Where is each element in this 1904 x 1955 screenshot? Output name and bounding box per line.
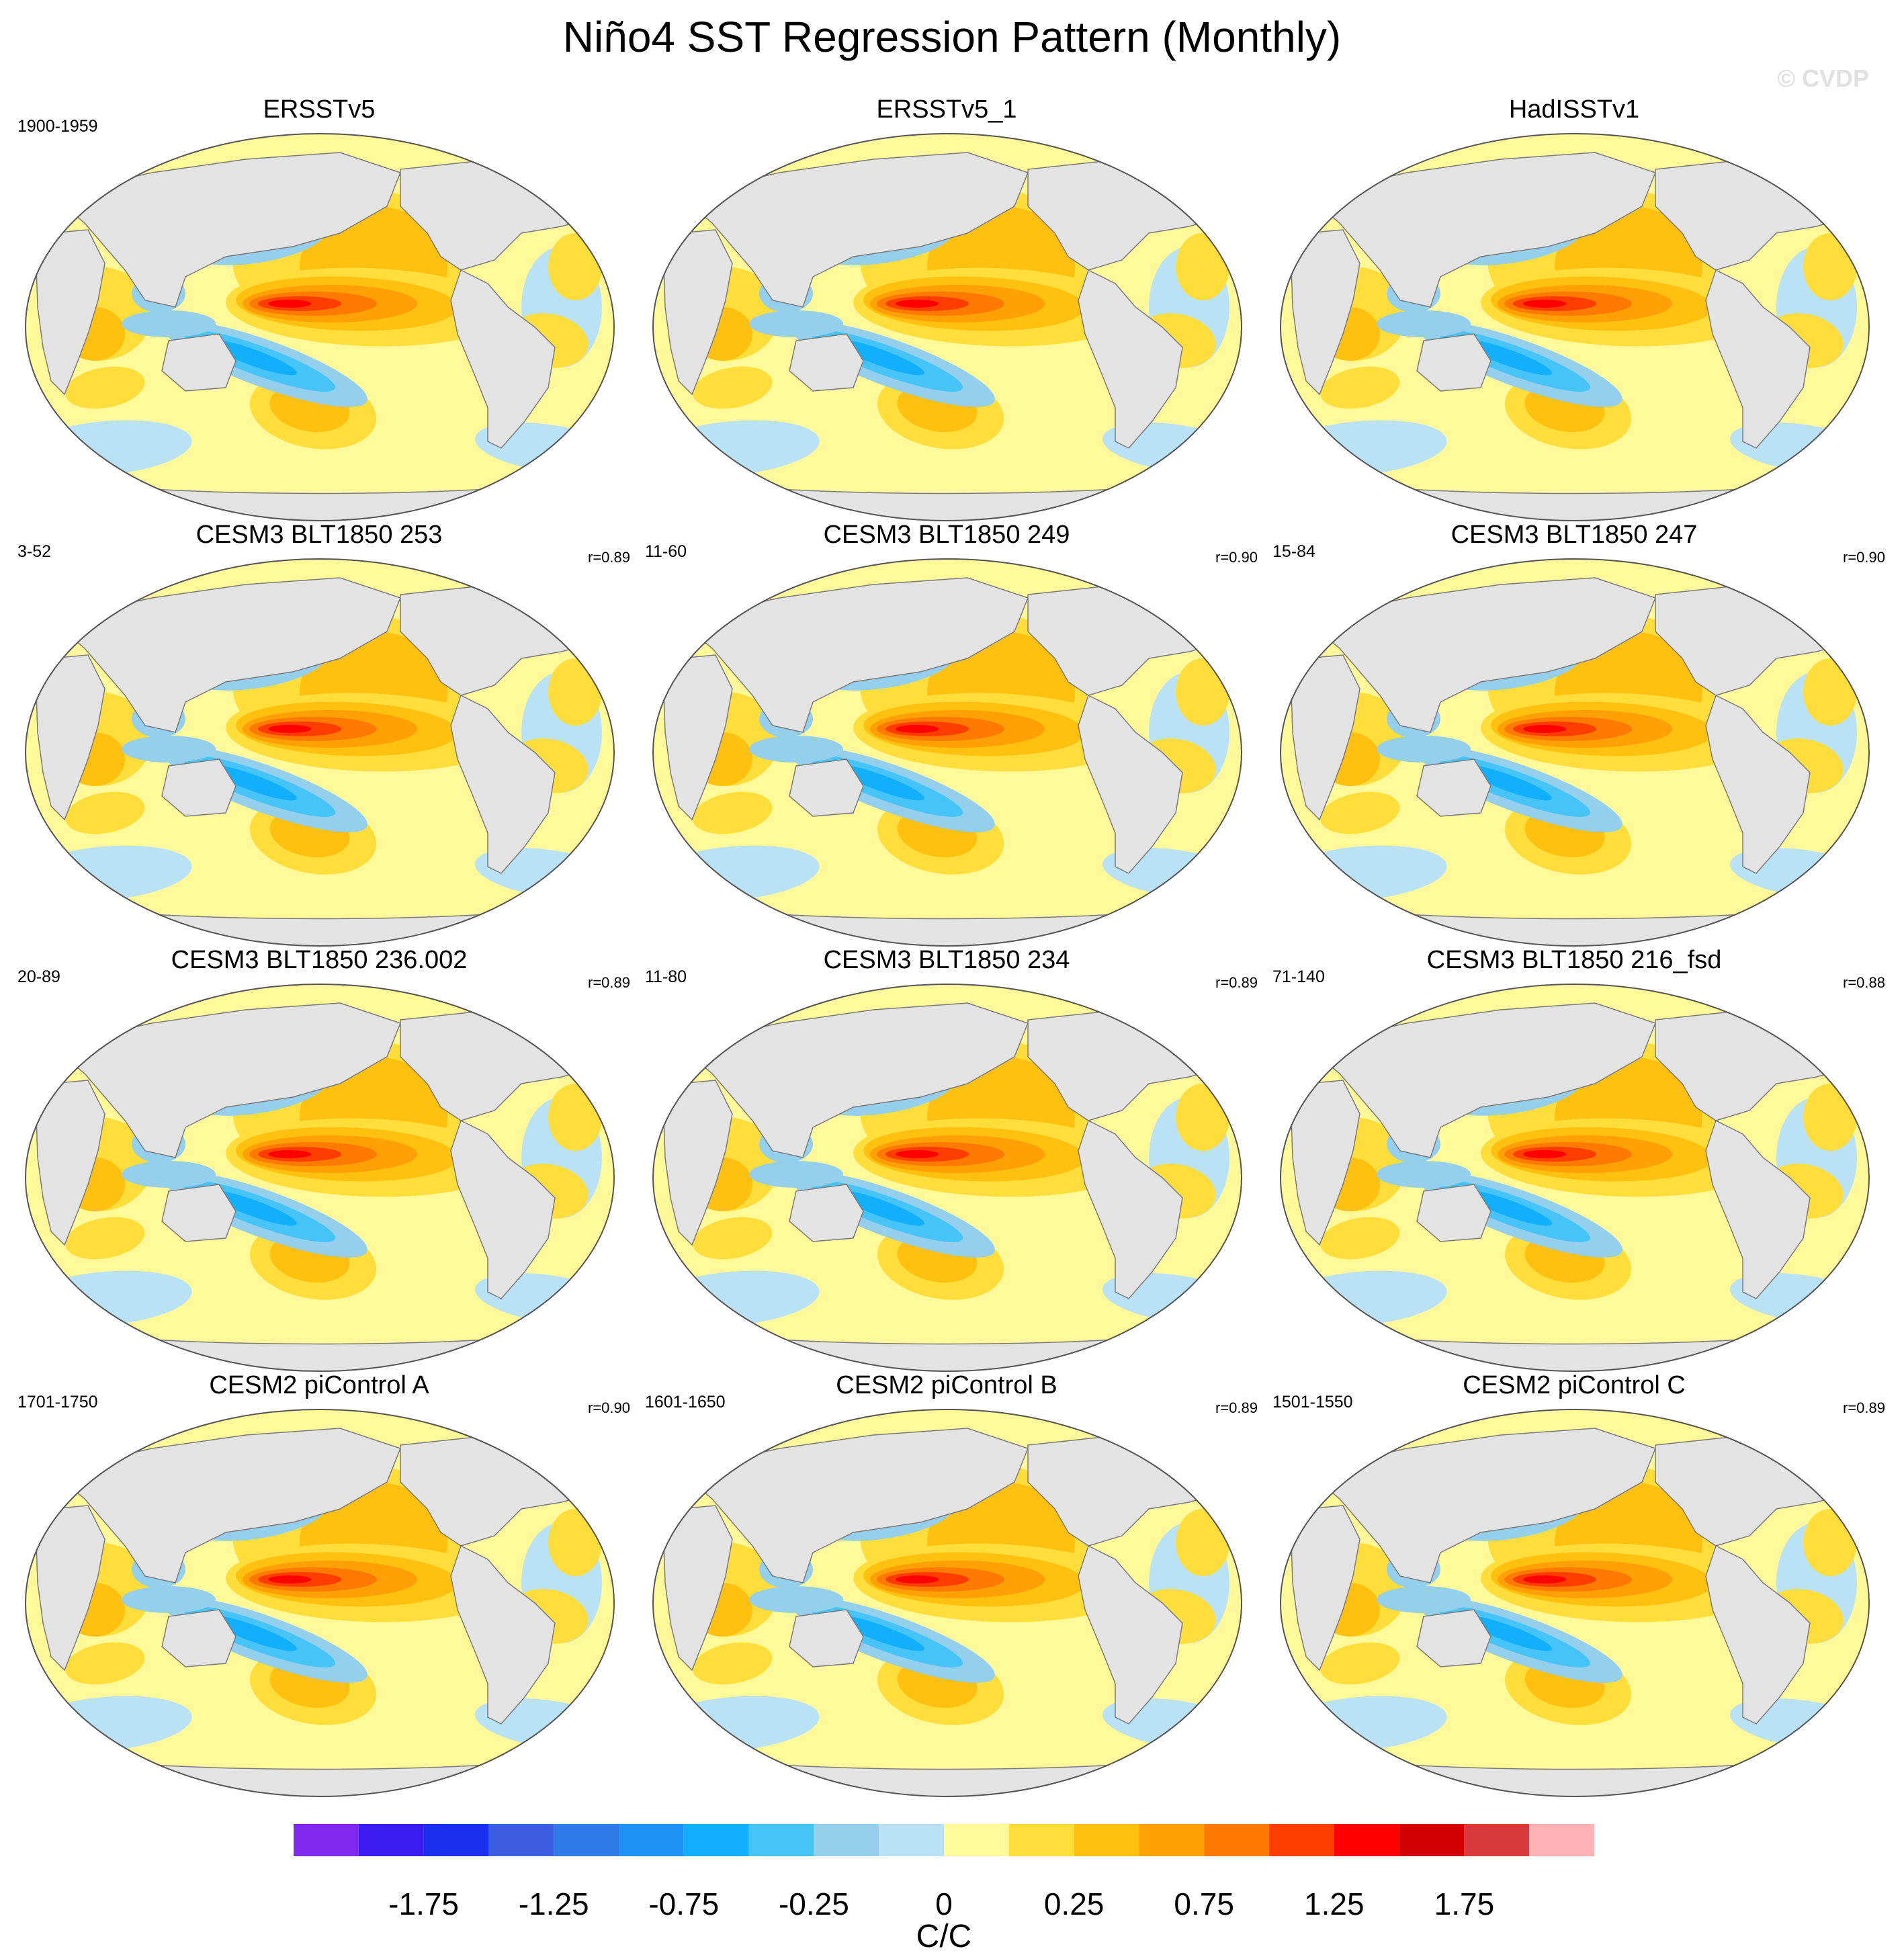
- panel-title: CESM3 BLT1850 216_fsd: [1426, 946, 1722, 974]
- colorbar-swatch: [1008, 1824, 1074, 1856]
- panel-title: CESM2 piControl A: [209, 1371, 429, 1399]
- regression-map: [1280, 1409, 1870, 1797]
- map-panel: CESM3 BLT1850 234 11-80 r=0.89: [634, 946, 1259, 1373]
- page-title: Niño4 SST Regression Pattern (Monthly): [562, 13, 1342, 61]
- panel-years: 1601-1650: [645, 1393, 726, 1411]
- panel-years: 1701-1750: [17, 1393, 98, 1411]
- colorbar-swatches: [294, 1824, 1594, 1856]
- colorbar-swatch: [423, 1824, 489, 1856]
- panel-title: CESM3 BLT1850 234: [823, 946, 1070, 974]
- colorbar-swatch: [619, 1824, 684, 1856]
- regression-map: [652, 1409, 1242, 1797]
- regression-map: [1280, 133, 1870, 521]
- panel-title: CESM3 BLT1850 249: [823, 521, 1070, 549]
- colorbar-tick-label: 1.75: [1434, 1886, 1495, 1921]
- panel-years: 11-80: [645, 967, 687, 986]
- colorbar-swatch: [488, 1824, 554, 1856]
- colorbar-swatch: [1334, 1824, 1399, 1856]
- regression-map: [25, 133, 615, 521]
- map-panel: CESM3 BLT1850 247 15-84 r=0.90: [1262, 521, 1887, 948]
- panel-title: CESM2 piControl C: [1463, 1371, 1686, 1399]
- panel-title: CESM3 BLT1850 247: [1451, 521, 1698, 549]
- colorbar-tick-label: -1.75: [388, 1886, 460, 1921]
- colorbar-swatch: [554, 1824, 619, 1856]
- map-panel: CESM3 BLT1850 249 11-60 r=0.90: [634, 521, 1259, 948]
- panel-title: ERSSTv5: [263, 95, 376, 124]
- colorbar-swatch: [1139, 1824, 1205, 1856]
- map-panel: CESM2 piControl A 1701-1750 r=0.90: [7, 1371, 632, 1798]
- colorbar-swatch: [1204, 1824, 1269, 1856]
- regression-map: [25, 558, 615, 947]
- panel-title: ERSSTv5_1: [876, 95, 1017, 124]
- regression-map: [1280, 558, 1870, 947]
- regression-map: [1280, 984, 1870, 1372]
- panel-years: 1900-1959: [17, 117, 98, 136]
- panel-correlation: r=0.90: [588, 1399, 630, 1416]
- map-panel: HadISSTv1: [1262, 95, 1887, 523]
- panel-correlation: r=0.89: [1215, 1399, 1258, 1416]
- colorbar-unit-label: C/C: [916, 1919, 972, 1954]
- regression-map: [652, 558, 1242, 947]
- colorbar-swatch: [944, 1824, 1009, 1856]
- panel-years: 15-84: [1272, 542, 1315, 561]
- colorbar-swatch: [358, 1824, 424, 1856]
- panel-title: HadISSTv1: [1508, 95, 1640, 124]
- copyright-watermark: © CVDP: [1777, 64, 1869, 92]
- colorbar-swatch: [814, 1824, 879, 1856]
- panel-correlation: r=0.89: [1215, 974, 1258, 991]
- regression-map: [652, 133, 1242, 521]
- map-panel: CESM2 piControl C 1501-1550 r=0.89: [1262, 1371, 1887, 1798]
- colorbar-tick-label: -0.75: [648, 1886, 720, 1921]
- map-panel: CESM3 BLT1850 236.002 20-89 r=0.89: [7, 946, 632, 1373]
- panel-correlation: r=0.89: [1843, 1399, 1885, 1416]
- map-panel: CESM2 piControl B 1601-1650 r=0.89: [634, 1371, 1259, 1798]
- regression-map: [652, 984, 1242, 1372]
- map-panel: ERSSTv5_1: [634, 95, 1259, 523]
- panel-correlation: r=0.90: [1843, 549, 1885, 566]
- panel-years: 20-89: [17, 967, 60, 986]
- colorbar: -1.75 -1.25 -0.75 -0.25 0 0.25 0.75 1.25 1.75 C/…: [294, 1824, 1594, 1954]
- panel-years: 3-52: [17, 542, 52, 561]
- panel-correlation: r=0.88: [1843, 974, 1885, 991]
- colorbar-swatch: [294, 1824, 359, 1856]
- panel-years: 1501-1550: [1272, 1393, 1353, 1411]
- colorbar-tick-label: -1.25: [518, 1886, 589, 1921]
- regression-map: [25, 1409, 615, 1797]
- panel-years: 11-60: [645, 542, 687, 561]
- colorbar-swatch: [1529, 1824, 1594, 1856]
- panel-title: CESM3 BLT1850 236.002: [171, 946, 468, 974]
- panel-title: CESM3 BLT1850 253: [196, 521, 443, 549]
- colorbar-swatch: [1269, 1824, 1334, 1856]
- panel-years: 71-140: [1272, 967, 1325, 986]
- map-panel: CESM3 BLT1850 253 3-52 r=0.89: [7, 521, 632, 948]
- colorbar-tick-label: -0.25: [778, 1886, 849, 1921]
- colorbar-swatch: [1399, 1824, 1465, 1856]
- colorbar-swatch: [1074, 1824, 1139, 1856]
- colorbar-tick-label: 1.25: [1304, 1886, 1365, 1921]
- panel-correlation: r=0.89: [588, 974, 630, 991]
- panel-correlation: r=0.89: [588, 549, 630, 566]
- panel-title: CESM2 piControl B: [836, 1371, 1057, 1399]
- colorbar-swatch: [683, 1824, 749, 1856]
- colorbar-tick-label: 0: [935, 1886, 953, 1921]
- colorbar-tick-label: 0.25: [1043, 1886, 1105, 1921]
- colorbar-swatch: [748, 1824, 814, 1856]
- colorbar-swatch: [1464, 1824, 1530, 1856]
- panel-correlation: r=0.90: [1215, 549, 1258, 566]
- map-panel: CESM3 BLT1850 216_fsd 71-140 r=0.88: [1262, 946, 1887, 1373]
- regression-map: [25, 984, 615, 1372]
- colorbar-tick-label: 0.75: [1174, 1886, 1234, 1921]
- map-panel: ERSSTv5 1900-1959: [7, 95, 632, 523]
- colorbar-swatch: [879, 1824, 944, 1856]
